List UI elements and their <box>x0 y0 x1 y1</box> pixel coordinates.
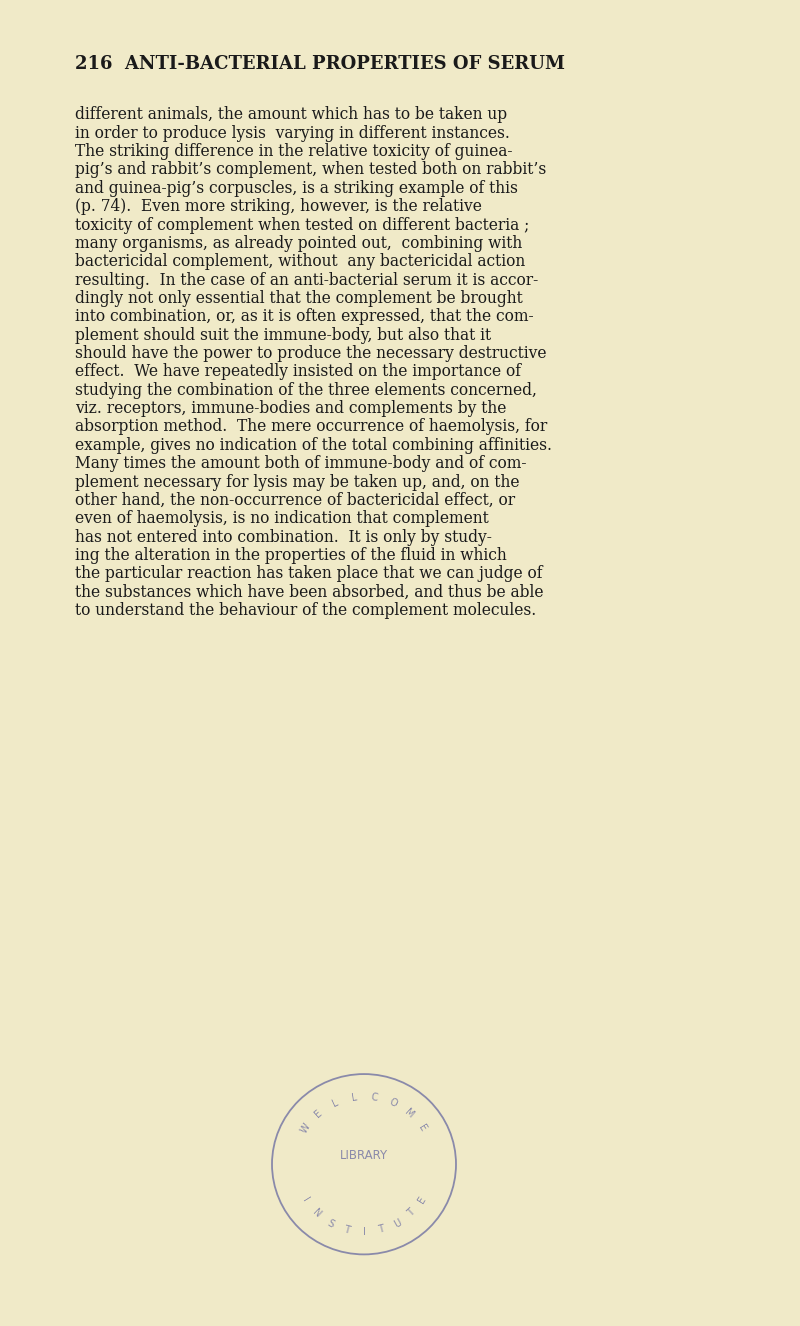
Text: should have the power to produce the necessary destructive: should have the power to produce the nec… <box>75 345 546 362</box>
Text: ing the alteration in the properties of the fluid in which: ing the alteration in the properties of … <box>75 546 506 564</box>
Text: other hand, the non-occurrence of bactericidal effect, or: other hand, the non-occurrence of bacter… <box>75 492 515 509</box>
Text: and guinea-pig’s corpuscles, is a striking example of this: and guinea-pig’s corpuscles, is a striki… <box>75 180 518 196</box>
Text: plement necessary for lysis may be taken up, and, on the: plement necessary for lysis may be taken… <box>75 473 519 491</box>
Text: in order to produce lysis  varying in different instances.: in order to produce lysis varying in dif… <box>75 125 510 142</box>
Text: many organisms, as already pointed out,  combining with: many organisms, as already pointed out, … <box>75 235 522 252</box>
Text: plement should suit the immune-body, but also that it: plement should suit the immune-body, but… <box>75 326 491 343</box>
Text: N: N <box>310 1207 322 1220</box>
Text: to understand the behaviour of the complement molecules.: to understand the behaviour of the compl… <box>75 602 536 619</box>
Text: T: T <box>342 1224 351 1236</box>
Text: C: C <box>370 1091 378 1103</box>
Text: example, gives no indication of the total combining affinities.: example, gives no indication of the tota… <box>75 436 552 453</box>
Text: T: T <box>406 1208 417 1219</box>
Text: S: S <box>326 1217 336 1229</box>
Text: even of haemolysis, is no indication that complement: even of haemolysis, is no indication tha… <box>75 511 489 528</box>
Text: E: E <box>313 1107 324 1119</box>
Text: W: W <box>298 1122 312 1135</box>
Text: M: M <box>403 1107 416 1120</box>
Text: viz. receptors, immune-bodies and complements by the: viz. receptors, immune-bodies and comple… <box>75 400 506 418</box>
Text: L: L <box>330 1097 339 1109</box>
Text: effect.  We have repeatedly insisted on the importance of: effect. We have repeatedly insisted on t… <box>75 363 521 381</box>
Text: toxicity of complement when tested on different bacteria ;: toxicity of complement when tested on di… <box>75 216 530 233</box>
Text: resulting.  In the case of an anti-bacterial serum it is accor-: resulting. In the case of an anti-bacter… <box>75 272 538 289</box>
Text: studying the combination of the three elements concerned,: studying the combination of the three el… <box>75 382 537 399</box>
Text: LIBRARY: LIBRARY <box>340 1148 388 1162</box>
Text: different animals, the amount which has to be taken up: different animals, the amount which has … <box>75 106 507 123</box>
Text: E: E <box>417 1123 428 1134</box>
Text: the substances which have been absorbed, and thus be able: the substances which have been absorbed,… <box>75 583 543 601</box>
Text: has not entered into combination.  It is only by study-: has not entered into combination. It is … <box>75 529 492 545</box>
Text: I: I <box>362 1227 366 1237</box>
Text: I: I <box>301 1196 310 1204</box>
Text: (p. 74).  Even more striking, however, is the relative: (p. 74). Even more striking, however, is… <box>75 198 482 215</box>
Text: T: T <box>377 1224 386 1236</box>
Text: absorption method.  The mere occurrence of haemolysis, for: absorption method. The mere occurrence o… <box>75 419 547 435</box>
Text: O: O <box>387 1097 398 1109</box>
Text: dingly not only essential that the complement be brought: dingly not only essential that the compl… <box>75 290 522 306</box>
Text: L: L <box>350 1093 358 1103</box>
Text: The striking difference in the relative toxicity of guinea-: The striking difference in the relative … <box>75 143 513 160</box>
Text: the particular reaction has taken place that we can judge of: the particular reaction has taken place … <box>75 565 542 582</box>
Text: pig’s and rabbit’s complement, when tested both on rabbit’s: pig’s and rabbit’s complement, when test… <box>75 162 546 179</box>
Text: bactericidal complement, without  any bactericidal action: bactericidal complement, without any bac… <box>75 253 526 271</box>
Text: 216  ANTI-BACTERIAL PROPERTIES OF SERUM: 216 ANTI-BACTERIAL PROPERTIES OF SERUM <box>75 54 565 73</box>
Text: U: U <box>392 1217 403 1229</box>
Text: into combination, or, as it is often expressed, that the com-: into combination, or, as it is often exp… <box>75 309 534 325</box>
Text: E: E <box>417 1195 428 1205</box>
Text: Many times the amount both of immune-body and of com-: Many times the amount both of immune-bod… <box>75 455 526 472</box>
